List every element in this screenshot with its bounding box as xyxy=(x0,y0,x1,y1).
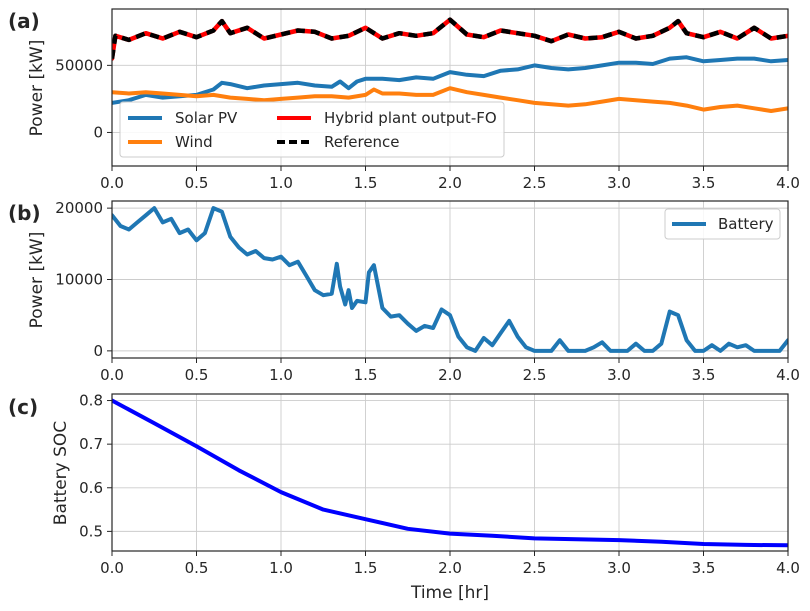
panel-c-xtick-label: 1.0 xyxy=(269,559,293,577)
panel-a-xtick-label: 4.0 xyxy=(776,174,800,192)
panel-c-xlabel: Time [hr] xyxy=(410,583,489,603)
panel-b-label: (b) xyxy=(8,201,41,225)
panel-a-label: (a) xyxy=(8,9,40,33)
panel-c-label: (c) xyxy=(8,395,38,419)
panel-a-ticks: 0.0 0.5 1.0 1.5 2.0 2.5 3.0 3.5 4.0 0 50000 xyxy=(55,56,800,192)
series-line-battery xyxy=(112,206,788,353)
panel-b-xtick-label: 0.0 xyxy=(100,366,124,384)
legend-label-wind: Wind xyxy=(175,133,213,151)
panel-a-xtick-label: 2.5 xyxy=(523,174,547,192)
panel-c-ytick-label: 0.5 xyxy=(79,522,103,540)
panel-c-xtick-label: 1.5 xyxy=(354,559,378,577)
panel-c-xtick-label: 0.0 xyxy=(100,559,124,577)
panel-b-ytick-label: 0 xyxy=(93,342,103,360)
panel-b-xtick-label: 2.5 xyxy=(523,366,547,384)
panel-b-legend: Battery xyxy=(664,208,781,240)
panel-b-xtick-label: 3.5 xyxy=(692,366,716,384)
panel-a: (a) 0.0 0.5 1.0 1.5 2.0 2.5 3.0 3.5 4.0 0 50000 Po… xyxy=(8,8,800,192)
legend-label-battery: Battery xyxy=(718,215,774,233)
legend-label-hybrid: Hybrid plant output-FO xyxy=(324,109,497,127)
panel-c-ytick-label: 0.8 xyxy=(79,392,103,410)
panel-c-series xyxy=(112,398,788,548)
panel-c-xtick-label: 3.0 xyxy=(607,559,631,577)
panel-b-xtick-label: 1.0 xyxy=(269,366,293,384)
panel-a-legend-box xyxy=(119,101,505,158)
panel-a-xtick-label: 3.0 xyxy=(607,174,631,192)
legend-label-reference: Reference xyxy=(324,133,400,151)
panel-b-ticks: 0.0 0.5 1.0 1.5 2.0 2.5 3.0 3.5 4.0 0 10000 20000 xyxy=(55,199,800,384)
panel-a-legend: Solar PV Wind Hybrid plant output-FO Ref… xyxy=(119,101,505,158)
panel-b-xtick-label: 3.0 xyxy=(607,366,631,384)
panel-a-xtick-label: 1.5 xyxy=(354,174,378,192)
legend-label-solar: Solar PV xyxy=(175,109,238,127)
panel-b-xtick-label: 2.0 xyxy=(438,366,462,384)
panel-c-xtick-label: 3.5 xyxy=(692,559,716,577)
panel-c-xtick-label: 2.5 xyxy=(523,559,547,577)
panel-b-xtick-label: 1.5 xyxy=(354,366,378,384)
panel-b: (b) 0.0 0.5 1.0 1.5 2.0 2.5 3.0 3.5 4.0 0 10000 200… xyxy=(8,199,800,384)
panel-c-xtick-label: 2.0 xyxy=(438,559,462,577)
panel-c-xtick-label: 4.0 xyxy=(776,559,800,577)
panel-b-ytick-label: 20000 xyxy=(55,199,103,217)
panel-c-ticks: 0.0 0.5 1.0 1.5 2.0 2.5 3.0 3.5 4.0 0.5 0.6 0.7 0.8 xyxy=(79,392,800,577)
series-line-battery-soc xyxy=(112,398,788,548)
panel-b-ylabel: Power [kW] xyxy=(27,232,47,329)
panel-a-xtick-label: 3.5 xyxy=(692,174,716,192)
panel-c-xtick-label: 0.5 xyxy=(185,559,209,577)
panel-c-ytick-label: 0.7 xyxy=(79,435,103,453)
panel-b-legend-box xyxy=(664,208,781,240)
panel-a-xtick-label: 1.0 xyxy=(269,174,293,192)
panel-b-xtick-label: 0.5 xyxy=(185,366,209,384)
panel-b-xtick-label: 4.0 xyxy=(776,366,800,384)
panel-c-ytick-label: 0.6 xyxy=(79,479,103,497)
panel-b-ytick-label: 10000 xyxy=(55,271,103,289)
panel-a-ytick-label: 50000 xyxy=(55,56,103,74)
panel-b-series xyxy=(112,206,788,353)
panel-c-grid xyxy=(111,394,789,551)
panel-a-xtick-label: 0.0 xyxy=(100,174,124,192)
panel-a-series xyxy=(112,17,788,113)
series-line-solar-pv xyxy=(112,55,788,105)
panel-a-ytick-label: 0 xyxy=(93,123,103,141)
series-line-wind xyxy=(112,86,788,113)
panel-a-xtick-label: 0.5 xyxy=(185,174,209,192)
panel-c: (c) 0.0 0.5 1.0 1.5 2.0 2.5 3.0 3.5 4.0 0.5 0.6 0.7… xyxy=(8,392,800,603)
series-line-reference xyxy=(112,17,788,59)
panel-a-xtick-label: 2.0 xyxy=(438,174,462,192)
panel-c-ylabel: Battery SOC xyxy=(51,421,71,525)
panel-a-ylabel: Power [kW] xyxy=(27,40,47,137)
